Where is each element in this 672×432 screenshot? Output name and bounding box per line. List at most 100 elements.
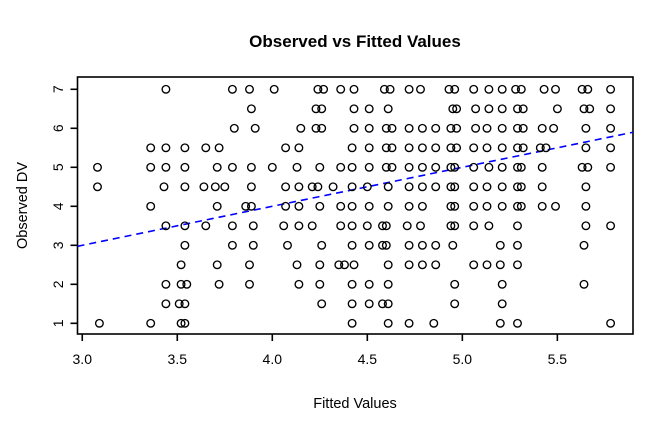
data-point: [404, 201, 414, 211]
data-point: [416, 221, 425, 231]
y-tick-label: 3: [50, 241, 66, 249]
data-point: [347, 279, 357, 289]
data-point: [227, 162, 237, 172]
y-tick-label: 7: [50, 85, 66, 93]
data-point: [450, 299, 460, 309]
data-point: [387, 123, 397, 133]
data-point: [176, 279, 186, 289]
data-point: [484, 84, 494, 94]
data-point: [446, 162, 456, 172]
data-point: [417, 182, 427, 192]
data-point: [381, 123, 391, 133]
data-point: [537, 123, 547, 133]
data-point: [315, 260, 325, 270]
data-point: [383, 279, 393, 289]
data-point: [364, 299, 374, 309]
data-point: [431, 240, 441, 250]
data-point: [180, 162, 190, 172]
data-point: [283, 240, 292, 250]
x-tick-label: 3.5: [168, 351, 188, 367]
data-point: [279, 221, 289, 231]
data-point: [180, 221, 190, 231]
data-point: [484, 221, 494, 231]
data-point: [471, 104, 481, 114]
data-point: [313, 84, 323, 94]
data-point: [248, 221, 258, 231]
data-point: [294, 143, 304, 153]
data-point: [245, 279, 254, 289]
data-point: [606, 318, 616, 328]
data-point: [579, 240, 589, 250]
data-point: [450, 201, 460, 211]
data-point: [315, 162, 325, 172]
data-point: [606, 84, 616, 94]
data-point: [484, 104, 494, 114]
data-point: [294, 221, 304, 231]
data-point: [513, 260, 522, 270]
x-tick-label: 4.5: [358, 351, 378, 367]
data-point: [362, 221, 372, 231]
data-point: [497, 143, 507, 153]
data-point: [495, 318, 505, 328]
data-point: [378, 240, 387, 250]
data-point: [431, 182, 441, 192]
data-point: [606, 221, 616, 231]
data-point: [93, 182, 102, 192]
data-point: [537, 182, 547, 192]
data-point: [539, 84, 549, 94]
data-point: [385, 84, 395, 94]
data-point: [246, 162, 256, 172]
data-point: [292, 260, 302, 270]
data-point: [212, 201, 222, 211]
data-point: [347, 299, 357, 309]
data-point: [364, 143, 374, 153]
data-point: [482, 123, 492, 133]
data-point: [469, 143, 479, 153]
y-tick-label: 6: [50, 124, 66, 132]
data-point: [518, 104, 528, 114]
data-point: [495, 260, 505, 270]
data-point: [452, 143, 462, 153]
data-point: [452, 104, 462, 114]
data-point: [497, 104, 507, 114]
data-point: [315, 279, 325, 289]
data-point: [307, 221, 317, 231]
data-point: [317, 104, 327, 114]
data-point: [229, 123, 239, 133]
data-point: [404, 240, 414, 250]
data-point: [577, 84, 587, 94]
data-point: [431, 143, 441, 153]
data-point: [551, 84, 560, 94]
data-point: [404, 84, 414, 94]
data-point: [378, 299, 387, 309]
data-point: [292, 162, 302, 172]
data-point: [210, 182, 220, 192]
data-point: [180, 299, 190, 309]
data-point: [469, 260, 479, 270]
data-point: [227, 240, 237, 250]
data-point: [328, 182, 338, 192]
data-point: [417, 201, 427, 211]
data-point: [245, 260, 254, 270]
data-point: [246, 201, 256, 211]
data-point: [471, 123, 481, 133]
data-point: [347, 201, 357, 211]
data-point: [402, 221, 412, 231]
data-point: [497, 182, 507, 192]
chart-title: Observed vs Fitted Values: [249, 32, 461, 51]
data-point: [404, 143, 414, 153]
data-point: [364, 123, 374, 133]
data-point: [146, 143, 156, 153]
data-point: [606, 143, 616, 153]
data-point: [606, 104, 616, 114]
x-tick-label: 3.0: [73, 351, 93, 367]
data-point: [267, 162, 277, 172]
data-point: [317, 299, 327, 309]
scatter-points: [93, 84, 616, 328]
data-point: [146, 162, 156, 172]
data-point: [176, 260, 186, 270]
data-point: [513, 104, 522, 114]
data-point: [336, 201, 346, 211]
data-point: [349, 104, 359, 114]
data-point: [214, 143, 224, 153]
